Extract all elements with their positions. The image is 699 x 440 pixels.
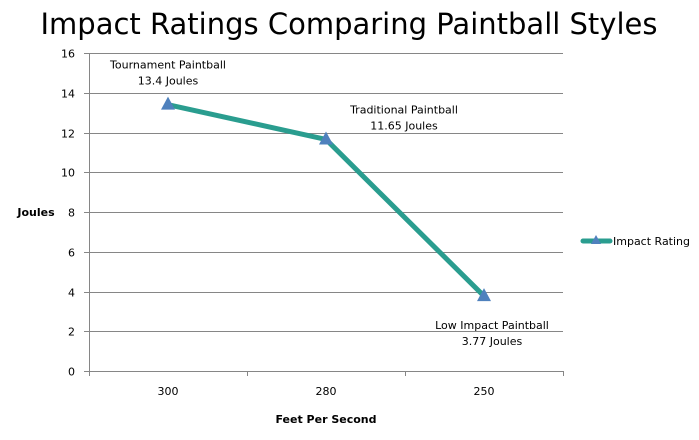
y-tick-label: 0 [68,366,75,379]
data-label: 13.4 Joules [138,75,199,88]
legend-triangle-marker [591,235,601,244]
legend: Impact Rating [580,235,690,248]
data-label: Tournament Paintball [109,59,226,72]
data-label: Traditional Paintball [349,103,458,116]
y-tick-label: 16 [61,48,75,61]
chart-title: Impact Ratings Comparing Paintball Style… [41,7,658,41]
y-tick-label: 6 [68,247,75,260]
y-tick-label: 8 [68,207,75,220]
data-point-marker [319,131,333,145]
x-axis-label: Feet Per Second [275,413,376,426]
x-tick-label: 280 [316,385,337,398]
y-tick-label: 14 [61,88,75,101]
y-tick-label: 12 [61,128,75,141]
data-point-marker [161,96,175,110]
x-tick-label: 250 [474,385,495,398]
legend-label: Impact Rating [613,235,690,248]
data-label: 11.65 Joules [370,119,438,132]
data-label: Low Impact Paintball [435,319,549,332]
y-tick-label: 4 [68,287,75,300]
y-tick-label: 2 [68,326,75,339]
y-axis-label: Joules [16,206,55,219]
x-tick-label: 300 [158,385,179,398]
data-point-marker [477,288,491,302]
data-label: 3.77 Joules [462,335,523,348]
y-tick-label: 10 [61,167,75,180]
